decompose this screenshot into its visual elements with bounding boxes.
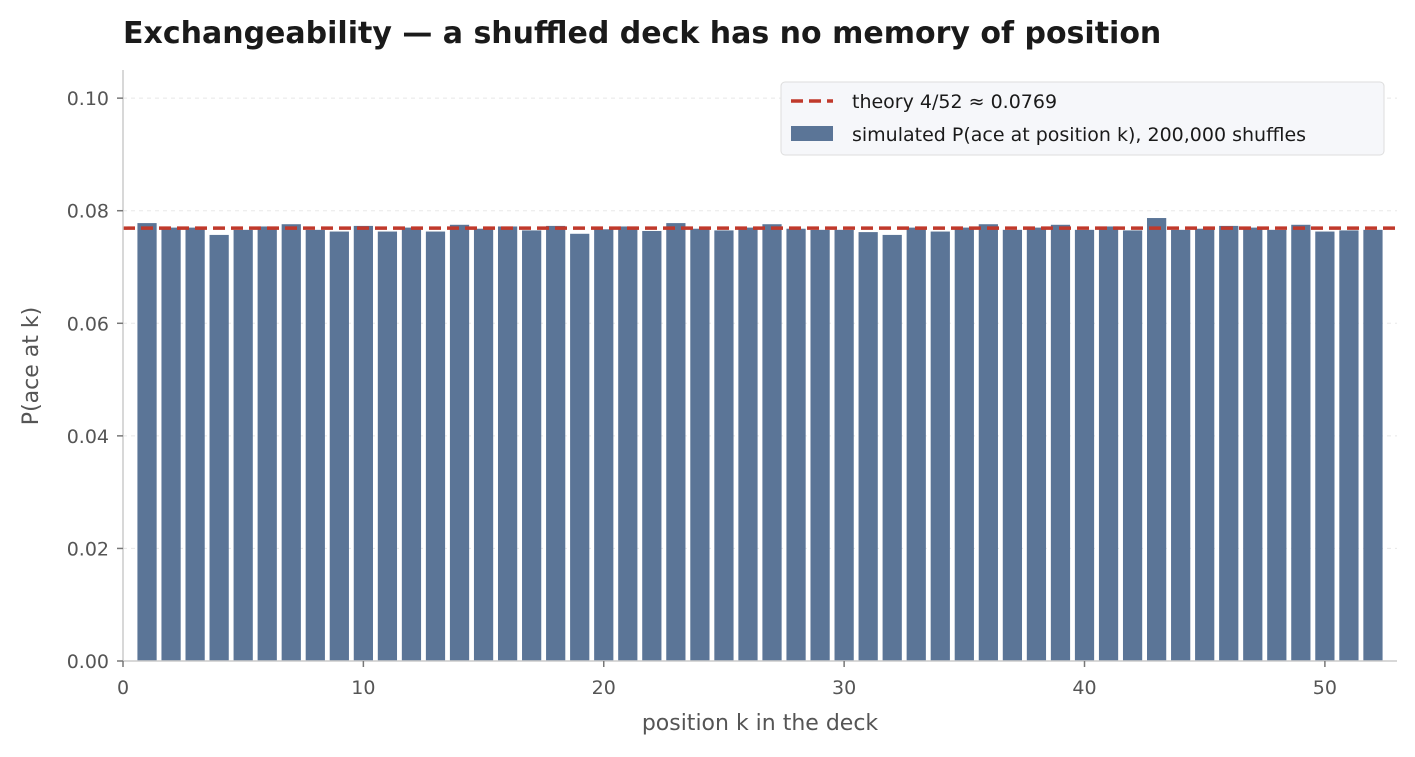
bar: [1315, 231, 1335, 662]
bar: [738, 227, 758, 661]
bar: [930, 231, 950, 662]
y-tick-label: 0.10: [67, 88, 109, 110]
chart-title: Exchangeability — a shuffled deck has no…: [123, 16, 1161, 51]
bar: [810, 229, 830, 661]
bar: [714, 230, 734, 661]
bar: [377, 231, 398, 662]
legend-simulated-swatch: [791, 126, 833, 141]
bar: [1122, 230, 1143, 661]
bar: [858, 232, 878, 662]
bar: [449, 224, 470, 662]
bar: [401, 227, 422, 661]
bar: [834, 229, 854, 661]
legend-simulated-label: simulated P(ace at position k), 200,000 …: [852, 124, 1306, 146]
bar: [1363, 229, 1383, 661]
bar: [978, 224, 998, 662]
bar: [906, 227, 926, 661]
y-tick-label: 0.06: [67, 313, 109, 335]
bar: [1074, 229, 1095, 661]
bar: [425, 231, 446, 662]
legend: theory 4/52 ≈ 0.0769 simulated P(ace at …: [780, 81, 1385, 156]
x-tick-label: 50: [1313, 677, 1337, 699]
y-ticks: 0.00 0.02 0.04 0.06 0.08 0.10: [67, 88, 123, 673]
x-tick-label: 20: [592, 677, 616, 699]
bar: [329, 231, 349, 662]
bar: [666, 223, 686, 661]
legend-box: [780, 81, 1385, 156]
bar: [1267, 229, 1287, 661]
bar: [497, 226, 518, 661]
y-tick-label: 0.00: [67, 651, 109, 673]
y-axis-label: P(ace at k): [19, 307, 44, 425]
x-tick-label: 40: [1072, 677, 1096, 699]
x-tick-label: 0: [117, 677, 129, 699]
bar: [570, 233, 590, 661]
bar: [786, 228, 806, 661]
bar: [257, 226, 277, 661]
bar: [305, 229, 325, 661]
bar: [1050, 224, 1071, 662]
bar: [185, 227, 205, 661]
bars: [137, 218, 1383, 662]
bar: [233, 229, 253, 661]
x-axis-label: position k in the deck: [642, 711, 879, 736]
y-tick-label: 0.02: [67, 538, 109, 560]
bar: [1219, 225, 1239, 661]
bar: [473, 228, 494, 661]
bar: [1339, 230, 1359, 661]
x-tick-label: 30: [832, 677, 856, 699]
bar: [281, 224, 301, 662]
bar: [209, 234, 229, 661]
bar: [882, 234, 902, 661]
bar: [1002, 229, 1023, 661]
bar: [690, 228, 710, 661]
bar: [522, 230, 542, 661]
bar: [137, 223, 157, 661]
bar: [1098, 226, 1119, 661]
x-ticks: 0 10 20 30 40 50: [117, 661, 1337, 699]
bar: [642, 230, 662, 661]
bar: [1291, 224, 1311, 662]
bar: [1243, 227, 1263, 661]
bar: [618, 226, 638, 661]
bar: [1195, 228, 1215, 661]
bar: [594, 229, 614, 661]
bar: [546, 225, 566, 661]
legend-theory-label: theory 4/52 ≈ 0.0769: [852, 91, 1057, 113]
bar: [161, 227, 181, 661]
bar: [1147, 218, 1167, 661]
y-tick-label: 0.08: [67, 201, 109, 223]
y-tick-label: 0.04: [67, 426, 109, 448]
x-tick-label: 10: [351, 677, 375, 699]
bar: [762, 224, 782, 662]
bar: [1026, 227, 1047, 661]
bar: [1171, 229, 1191, 661]
bar: [954, 227, 974, 661]
bar: [353, 225, 373, 661]
